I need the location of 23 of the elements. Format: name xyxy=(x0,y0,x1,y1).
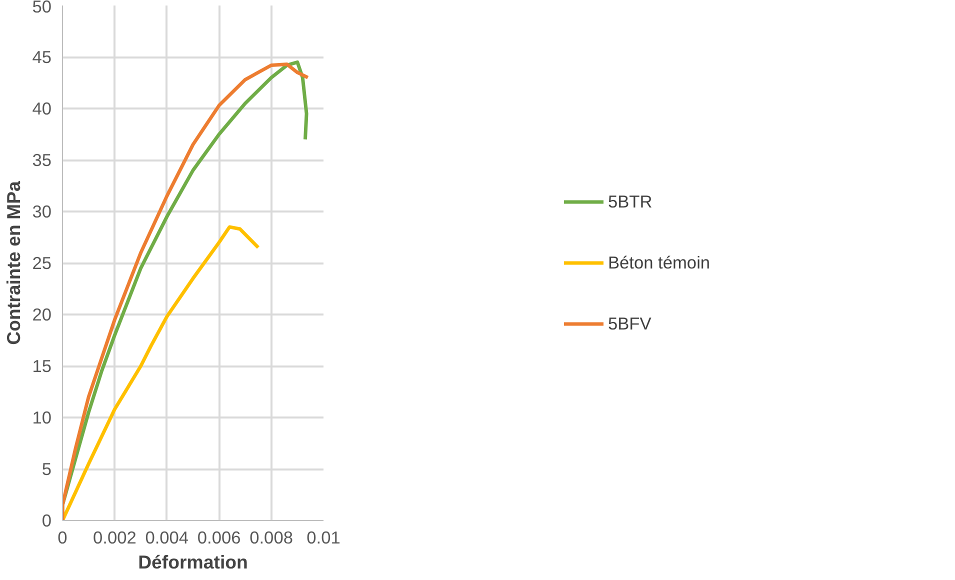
line-series xyxy=(62,225,260,520)
y-tick-label: 30 xyxy=(32,202,52,222)
legend-label: 5BFV xyxy=(608,313,652,334)
x-tick-label: 0.01 xyxy=(306,528,340,548)
y-tick-label: 25 xyxy=(32,253,52,273)
y-tick-label: 20 xyxy=(32,304,52,324)
y-tick-label: 50 xyxy=(32,0,52,16)
y-tick-label: 5 xyxy=(42,459,52,479)
x-tick-label: 0.002 xyxy=(93,528,136,548)
y-tick-label: 10 xyxy=(32,408,52,428)
legend-label: 5BTR xyxy=(608,191,652,212)
x-tick-label: 0.006 xyxy=(197,528,241,548)
x-axis-title: Déformation xyxy=(138,552,248,572)
y-tick-label: 0 xyxy=(42,510,52,530)
y-tick-label: 15 xyxy=(32,356,52,376)
x-tick-label: 0.004 xyxy=(145,528,189,548)
x-tick-label: 0 xyxy=(58,528,68,548)
y-axis-title: Contrainte en MPa xyxy=(3,180,24,345)
y-tick-label: 45 xyxy=(32,47,52,67)
y-tick-label: 35 xyxy=(32,150,52,170)
x-tick-label: 0.008 xyxy=(250,528,293,548)
y-tick-label: 40 xyxy=(32,98,52,118)
legend-label: Béton témoin xyxy=(608,252,710,273)
